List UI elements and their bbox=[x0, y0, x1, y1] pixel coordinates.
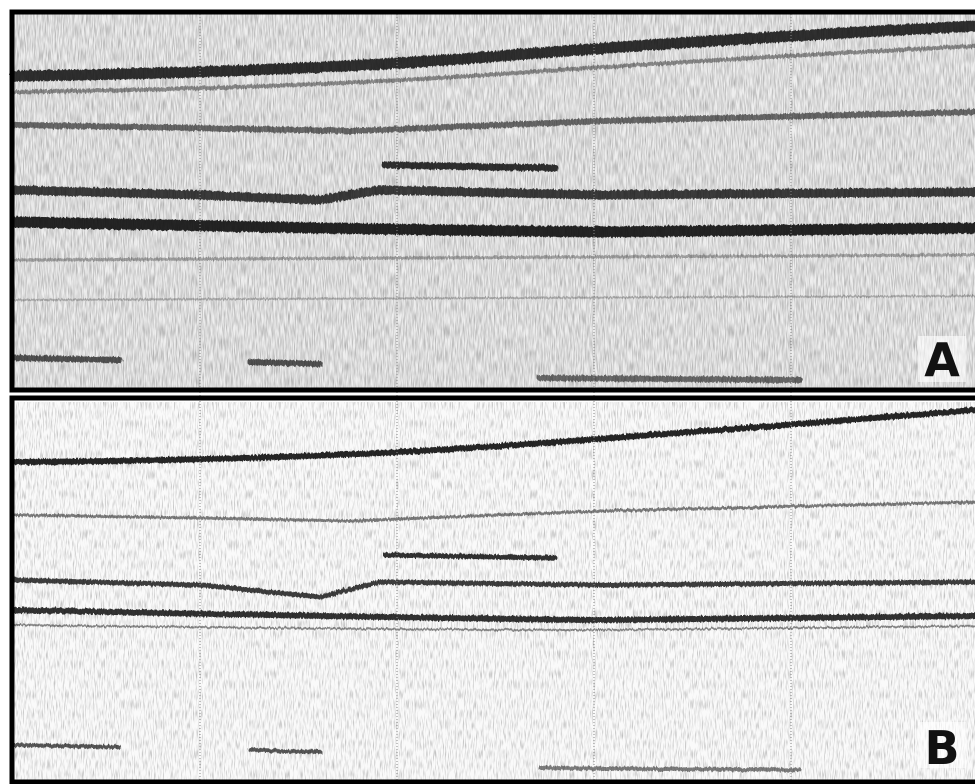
reflector bbox=[12, 109, 975, 135]
reflector bbox=[12, 355, 323, 367]
reflector bbox=[382, 552, 558, 561]
reflector bbox=[538, 766, 802, 772]
reflector bbox=[12, 607, 975, 624]
reflector bbox=[381, 161, 559, 172]
reflector bbox=[14, 295, 975, 301]
reflector bbox=[13, 500, 975, 523]
reflector bbox=[13, 44, 975, 94]
panel-a bbox=[9, 14, 975, 388]
reflector bbox=[14, 624, 975, 632]
panel-b-noise bbox=[14, 402, 975, 780]
reflector bbox=[9, 216, 975, 238]
seafloor-reflector bbox=[9, 20, 975, 82]
label-backdrop bbox=[918, 336, 966, 382]
panel-label: A bbox=[924, 333, 960, 387]
panel-b-reflectors bbox=[12, 407, 975, 772]
label-backdrop bbox=[918, 722, 966, 768]
reflector bbox=[537, 375, 803, 383]
panel-b bbox=[12, 402, 975, 780]
reflector bbox=[12, 577, 975, 600]
panel-a-reflectors bbox=[9, 20, 975, 383]
panel-b-border bbox=[9, 395, 975, 784]
reflector bbox=[10, 185, 975, 205]
reflector bbox=[13, 253, 975, 262]
panel-a-border bbox=[9, 9, 975, 393]
panel-label: B bbox=[924, 721, 959, 775]
seafloor-reflector bbox=[12, 407, 975, 465]
frame bbox=[9, 9, 975, 784]
reflector bbox=[13, 743, 322, 754]
